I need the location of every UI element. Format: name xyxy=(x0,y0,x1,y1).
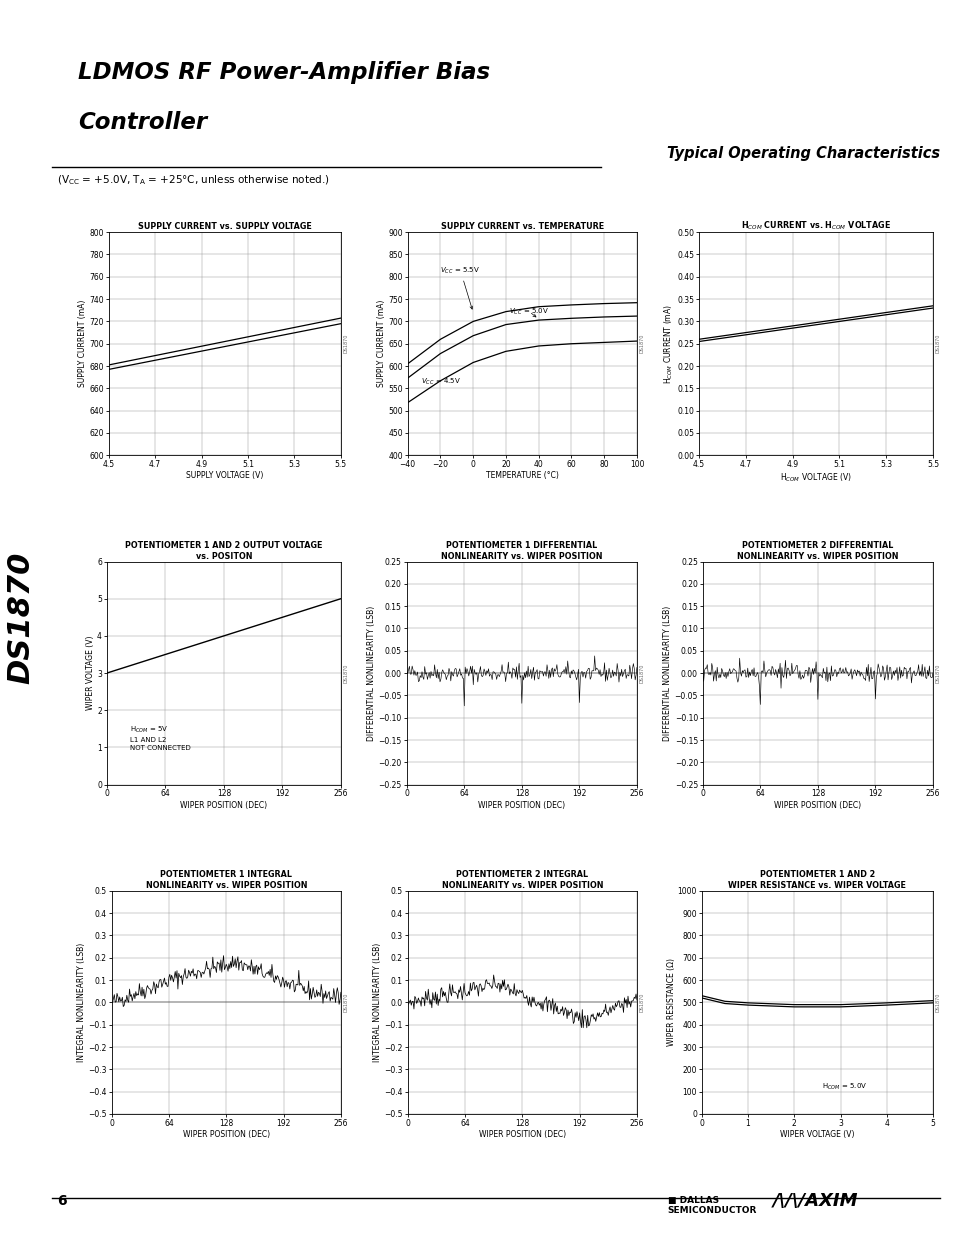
Text: (V$_{\rm CC}$ = +5.0V, T$_{\rm A}$ = +25°C, unless otherwise noted.): (V$_{\rm CC}$ = +5.0V, T$_{\rm A}$ = +25… xyxy=(57,173,330,186)
Title: SUPPLY CURRENT vs. TEMPERATURE: SUPPLY CURRENT vs. TEMPERATURE xyxy=(440,222,603,231)
Text: DS1870: DS1870 xyxy=(639,333,643,353)
X-axis label: WIPER POSITION (DEC): WIPER POSITION (DEC) xyxy=(477,800,565,810)
Y-axis label: SUPPLY CURRENT (mA): SUPPLY CURRENT (mA) xyxy=(78,300,87,388)
X-axis label: WIPER POSITION (DEC): WIPER POSITION (DEC) xyxy=(774,800,861,810)
Title: POTENTIOMETER 2 INTEGRAL
NONLINEARITY vs. WIPER POSITION: POTENTIOMETER 2 INTEGRAL NONLINEARITY vs… xyxy=(441,871,602,890)
Y-axis label: H$_{COM}$ CURRENT (mA): H$_{COM}$ CURRENT (mA) xyxy=(661,304,675,384)
Text: DS1870: DS1870 xyxy=(934,333,940,353)
Text: $V_{CC}$ = 5.5V: $V_{CC}$ = 5.5V xyxy=(440,266,480,309)
Title: POTENTIOMETER 2 DIFFERENTIAL
NONLINEARITY vs. WIPER POSITION: POTENTIOMETER 2 DIFFERENTIAL NONLINEARIT… xyxy=(737,541,898,561)
X-axis label: WIPER POSITION (DEC): WIPER POSITION (DEC) xyxy=(183,1130,270,1139)
Y-axis label: INTEGRAL NONLINEARITY (LSB): INTEGRAL NONLINEARITY (LSB) xyxy=(77,942,86,1062)
Title: SUPPLY CURRENT vs. SUPPLY VOLTAGE: SUPPLY CURRENT vs. SUPPLY VOLTAGE xyxy=(138,222,312,231)
Text: H$_{COM}$ = 5.0V: H$_{COM}$ = 5.0V xyxy=(821,1082,866,1092)
Text: DS1870: DS1870 xyxy=(343,333,348,353)
Title: POTENTIOMETER 1 INTEGRAL
NONLINEARITY vs. WIPER POSITION: POTENTIOMETER 1 INTEGRAL NONLINEARITY vs… xyxy=(146,871,307,890)
Text: $V_{CC}$ = 4.5V: $V_{CC}$ = 4.5V xyxy=(420,377,460,387)
Y-axis label: WIPER VOLTAGE (V): WIPER VOLTAGE (V) xyxy=(86,636,95,710)
Text: DS1870: DS1870 xyxy=(934,993,940,1013)
Y-axis label: DIFFERENTIAL NONLINEARITY (LSB): DIFFERENTIAL NONLINEARITY (LSB) xyxy=(662,605,672,741)
Y-axis label: INTEGRAL NONLINEARITY (LSB): INTEGRAL NONLINEARITY (LSB) xyxy=(373,942,382,1062)
Text: $V_{CC}$ = 5.0V: $V_{CC}$ = 5.0V xyxy=(509,306,549,317)
Title: POTENTIOMETER 1 AND 2 OUTPUT VOLTAGE
vs. POSITON: POTENTIOMETER 1 AND 2 OUTPUT VOLTAGE vs.… xyxy=(125,541,322,561)
Text: 6: 6 xyxy=(57,1194,67,1208)
Text: ■ DALLAS
SEMICONDUCTOR: ■ DALLAS SEMICONDUCTOR xyxy=(667,1195,757,1215)
Title: H$_{COM}$ CURRENT vs. H$_{COM}$ VOLTAGE: H$_{COM}$ CURRENT vs. H$_{COM}$ VOLTAGE xyxy=(740,220,890,232)
X-axis label: TEMPERATURE (°C): TEMPERATURE (°C) xyxy=(485,472,558,480)
Title: POTENTIOMETER 1 DIFFERENTIAL
NONLINEARITY vs. WIPER POSITION: POTENTIOMETER 1 DIFFERENTIAL NONLINEARIT… xyxy=(440,541,602,561)
Y-axis label: DIFFERENTIAL NONLINEARITY (LSB): DIFFERENTIAL NONLINEARITY (LSB) xyxy=(367,605,376,741)
Text: DS1870: DS1870 xyxy=(639,993,643,1013)
X-axis label: WIPER POSITION (DEC): WIPER POSITION (DEC) xyxy=(478,1130,565,1139)
X-axis label: WIPER POSITION (DEC): WIPER POSITION (DEC) xyxy=(180,800,267,810)
Y-axis label: WIPER RESISTANCE (Ω): WIPER RESISTANCE (Ω) xyxy=(666,958,675,1046)
Y-axis label: SUPPLY CURRENT (mA): SUPPLY CURRENT (mA) xyxy=(376,300,386,388)
Text: Typical Operating Characteristics: Typical Operating Characteristics xyxy=(666,146,939,161)
Text: LDMOS RF Power-Amplifier Bias: LDMOS RF Power-Amplifier Bias xyxy=(78,61,490,84)
Text: DS1870: DS1870 xyxy=(343,663,348,683)
Text: DS1870: DS1870 xyxy=(934,663,940,683)
Text: DS1870: DS1870 xyxy=(343,993,348,1013)
X-axis label: H$_{COM}$ VOLTAGE (V): H$_{COM}$ VOLTAGE (V) xyxy=(780,472,851,484)
Text: DS1870: DS1870 xyxy=(639,663,643,683)
Text: /\/\/AXIM: /\/\/AXIM xyxy=(772,1192,858,1210)
X-axis label: SUPPLY VOLTAGE (V): SUPPLY VOLTAGE (V) xyxy=(186,472,263,480)
Text: H$_{COM}$ = 5V
L1 AND L2
NOT CONNECTED: H$_{COM}$ = 5V L1 AND L2 NOT CONNECTED xyxy=(130,725,191,751)
X-axis label: WIPER VOLTAGE (V): WIPER VOLTAGE (V) xyxy=(780,1130,854,1139)
Text: DS1870: DS1870 xyxy=(7,551,35,684)
Text: Controller: Controller xyxy=(78,111,207,135)
Title: POTENTIOMETER 1 AND 2
WIPER RESISTANCE vs. WIPER VOLTAGE: POTENTIOMETER 1 AND 2 WIPER RESISTANCE v… xyxy=(728,871,905,890)
